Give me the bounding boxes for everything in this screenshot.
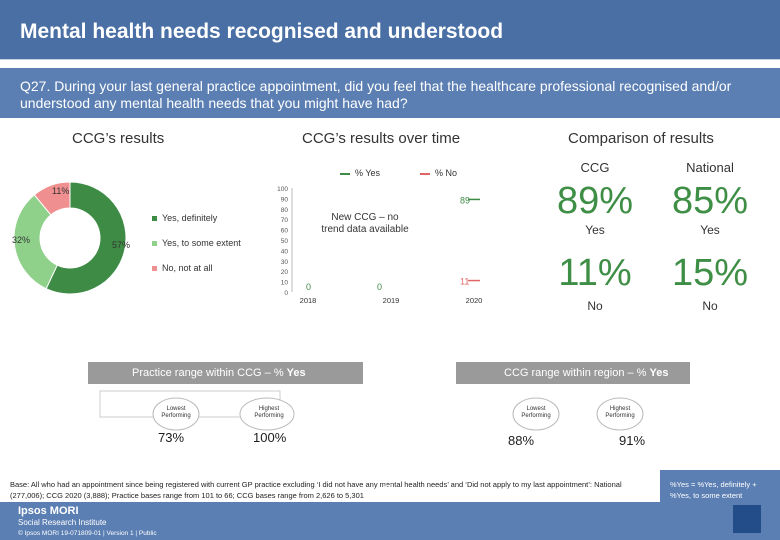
comparison-col-ccg: CCG xyxy=(580,160,610,175)
practice-range-label: Practice range within CCG – % xyxy=(132,367,287,379)
legend-line-icon xyxy=(420,172,430,175)
comparison-col-national: National xyxy=(686,160,734,175)
region-range-label-bold: Yes xyxy=(649,367,669,379)
y-tick-label: 30 xyxy=(281,259,289,266)
national-yes-value: 85% xyxy=(671,180,749,222)
x-tick-label: 2018 xyxy=(300,296,317,305)
donut-slice-0 xyxy=(45,181,127,295)
ccg-yes-value: 89% xyxy=(556,180,634,222)
legend-line-icon xyxy=(340,172,350,175)
brand-subtitle: Social Research Institute xyxy=(18,518,107,527)
footer-note-panel xyxy=(0,470,660,502)
brand-logo-text: Ipsos MORI xyxy=(18,505,79,517)
national-no-value: 15% xyxy=(671,252,749,294)
trend-annotation: New CCG – no trend data available xyxy=(321,212,409,235)
legend-label: Yes, to some extent xyxy=(162,238,241,248)
region-highest-value: 91% xyxy=(619,433,646,448)
region-range-header: CCG range within region – % Yes xyxy=(456,362,690,384)
practice-highest-value: 100% xyxy=(253,430,287,445)
practice-range-header: Practice range within CCG – % Yes xyxy=(88,362,363,384)
page-title: Mental health needs recognised and under… xyxy=(0,0,780,60)
ipsos-logo-icon xyxy=(733,505,761,533)
practice-highest-circle xyxy=(239,397,295,431)
x-tick-label: 2020 xyxy=(466,296,483,305)
legend-label: No, not at all xyxy=(162,263,213,273)
legend-item-no: No, not at all xyxy=(152,263,213,273)
practice-lowest-value: 73% xyxy=(158,430,185,445)
practice-lowest-label: Lowest Performing xyxy=(161,406,191,419)
practice-lowest-circle xyxy=(152,397,200,431)
y-tick-label: 80 xyxy=(281,207,289,214)
region-lowest-circle xyxy=(512,397,560,431)
slice-label-yes-some-extent: 32% xyxy=(12,235,31,245)
data-label: 0 xyxy=(306,282,311,292)
copyright-line: © Ipsos MORI 19-071809-01 | Version 1 | … xyxy=(18,530,157,537)
y-tick-label: 50 xyxy=(281,238,289,245)
question-bar: Q27. During your last general practice a… xyxy=(0,68,780,118)
base-note: Base: All who had an appointment since b… xyxy=(10,480,622,500)
data-label: 89 xyxy=(460,195,470,205)
legend-item-yes-definitely: Yes, definitely xyxy=(152,213,217,223)
y-tick-label: 90 xyxy=(281,196,289,203)
donut-slice-2 xyxy=(33,181,71,216)
slice-label-no: 11% xyxy=(52,186,70,196)
y-tick-label: 10 xyxy=(281,280,289,287)
practice-range-label-bold: Yes xyxy=(286,367,306,379)
national-yes-label: Yes xyxy=(700,223,720,237)
y-tick-label: 20 xyxy=(281,269,289,276)
question-text: Q27. During your last general practice a… xyxy=(20,78,732,111)
legend-no: % No xyxy=(420,168,457,178)
region-lowest-value: 88% xyxy=(508,433,535,448)
legend-swatch-icon xyxy=(152,216,157,222)
ccg-no-label: No xyxy=(587,299,603,313)
page-number: 48 xyxy=(383,483,394,493)
ccg-results-heading: CCG’s results xyxy=(72,130,165,147)
region-highest-circle xyxy=(596,397,644,431)
title-bar: Mental health needs recognised and under… xyxy=(0,0,780,60)
legend-item-yes-some-extent: Yes, to some extent xyxy=(152,238,241,248)
legend-label: % No xyxy=(435,168,458,178)
legend-yes: % Yes xyxy=(340,168,380,178)
legend-swatch-icon xyxy=(152,241,157,247)
donut-slice-1 xyxy=(13,194,58,290)
comparison-heading: Comparison of results xyxy=(568,130,714,147)
x-tick-label: 2019 xyxy=(383,296,400,305)
yes-definition-note: %Yes = %Yes, definitely + %Yes, to some … xyxy=(670,480,757,500)
y-tick-label: 0 xyxy=(284,290,288,297)
data-label: 11 xyxy=(460,277,469,287)
ccg-yes-label: Yes xyxy=(585,223,605,237)
region-range-label: CCG range within region – % xyxy=(504,367,650,379)
y-tick-label: 40 xyxy=(281,248,289,255)
practice-highest-label: Highest Performing xyxy=(254,406,284,419)
region-lowest-label: Lowest Performing xyxy=(521,406,551,419)
ccg-no-value: 11% xyxy=(558,252,632,294)
over-time-heading: CCG’s results over time xyxy=(302,130,461,147)
donut-chart xyxy=(13,181,127,295)
slice-label-yes-definitely: 57% xyxy=(112,240,131,250)
legend-swatch-icon xyxy=(152,266,157,272)
y-tick-label: 60 xyxy=(281,228,289,235)
legend-label: % Yes xyxy=(355,168,381,178)
y-tick-label: 100 xyxy=(277,186,288,193)
y-tick-label: 70 xyxy=(281,217,289,224)
national-no-label: No xyxy=(702,299,718,313)
data-label: 0 xyxy=(377,282,382,292)
legend-label: Yes, definitely xyxy=(162,213,218,223)
region-highest-label: Highest Performing xyxy=(605,406,635,419)
